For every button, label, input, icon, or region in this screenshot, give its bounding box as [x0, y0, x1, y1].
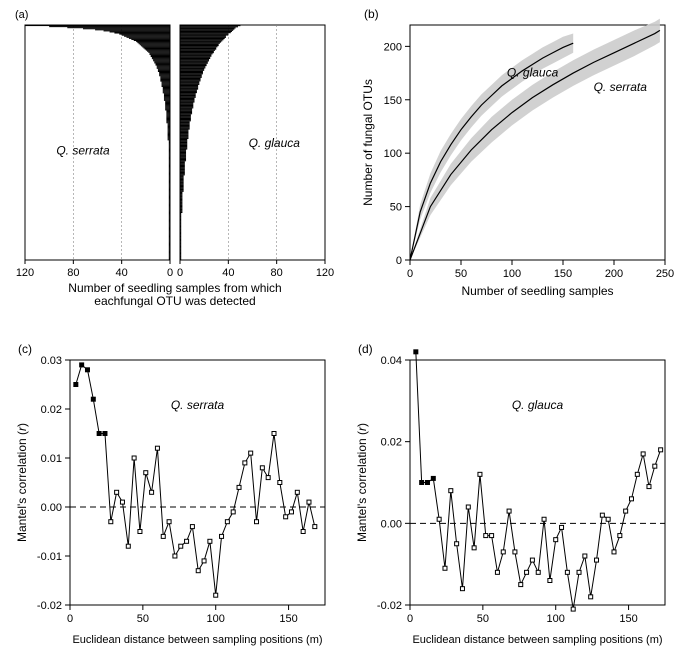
svg-text:120: 120 — [316, 267, 334, 279]
svg-text:-0.01: -0.01 — [37, 551, 62, 563]
svg-text:(c): (c) — [18, 342, 32, 356]
svg-text:(b): (b) — [364, 7, 379, 21]
svg-text:150: 150 — [554, 268, 572, 280]
svg-text:0.04: 0.04 — [381, 355, 402, 367]
svg-text:150: 150 — [279, 613, 297, 625]
svg-text:(a): (a) — [15, 9, 28, 21]
svg-text:0: 0 — [396, 255, 402, 267]
svg-text:80: 80 — [271, 267, 283, 279]
svg-text:Number of seedling samples: Number of seedling samples — [461, 284, 613, 298]
svg-text:(d): (d) — [358, 342, 373, 356]
svg-text:40: 40 — [116, 267, 128, 279]
svg-text:0.03: 0.03 — [41, 355, 62, 367]
svg-text:Mantel's correlation (r): Mantel's correlation (r) — [355, 423, 369, 542]
svg-text:0: 0 — [407, 268, 413, 280]
svg-text:Euclidean distance between sam: Euclidean distance between sampling posi… — [72, 634, 322, 646]
svg-text:80: 80 — [67, 267, 79, 279]
svg-text:Number of seedling samples fro: Number of seedling samples from which — [68, 281, 281, 295]
svg-text:0.00: 0.00 — [381, 518, 402, 530]
svg-text:100: 100 — [384, 148, 402, 160]
svg-text:0.02: 0.02 — [41, 404, 62, 416]
svg-text:-0.02: -0.02 — [377, 600, 402, 612]
svg-text:150: 150 — [619, 613, 637, 625]
svg-text:Q. serrata: Q. serrata — [171, 398, 225, 412]
figure: (a)1208040004080120Q. serrataQ. glaucaNu… — [0, 0, 687, 655]
svg-text:120: 120 — [16, 267, 34, 279]
figure-svg: (a)1208040004080120Q. serrataQ. glaucaNu… — [0, 0, 687, 655]
svg-text:Q. glauca: Q. glauca — [249, 136, 301, 150]
svg-text:50: 50 — [137, 613, 149, 625]
svg-text:Q. glauca: Q. glauca — [507, 65, 559, 79]
svg-text:Mantel's correlation (r): Mantel's correlation (r) — [15, 423, 29, 542]
svg-text:0: 0 — [177, 267, 183, 279]
svg-text:Number of fungal OTUs: Number of fungal OTUs — [361, 79, 375, 206]
svg-text:40: 40 — [222, 267, 234, 279]
svg-text:eachfungal OTU was detected: eachfungal OTU was detected — [94, 294, 255, 308]
svg-text:100: 100 — [207, 613, 225, 625]
svg-text:150: 150 — [384, 95, 402, 107]
svg-text:50: 50 — [477, 613, 489, 625]
svg-text:0.01: 0.01 — [41, 453, 62, 465]
svg-text:0: 0 — [67, 613, 73, 625]
svg-text:Euclidean distance between sam: Euclidean distance between sampling posi… — [412, 634, 662, 646]
svg-text:0: 0 — [407, 613, 413, 625]
svg-text:200: 200 — [384, 41, 402, 53]
svg-text:0.02: 0.02 — [381, 437, 402, 449]
svg-text:-0.02: -0.02 — [37, 600, 62, 612]
svg-text:Q. serrata: Q. serrata — [594, 80, 648, 94]
svg-text:0.00: 0.00 — [41, 502, 62, 514]
svg-text:200: 200 — [605, 268, 623, 280]
svg-text:Q. serrata: Q. serrata — [56, 143, 110, 157]
svg-text:100: 100 — [547, 613, 565, 625]
svg-text:Q. glauca: Q. glauca — [512, 398, 564, 412]
svg-text:250: 250 — [656, 268, 674, 280]
svg-text:50: 50 — [390, 202, 402, 214]
svg-text:50: 50 — [455, 268, 467, 280]
svg-text:0: 0 — [167, 267, 173, 279]
svg-text:100: 100 — [503, 268, 521, 280]
